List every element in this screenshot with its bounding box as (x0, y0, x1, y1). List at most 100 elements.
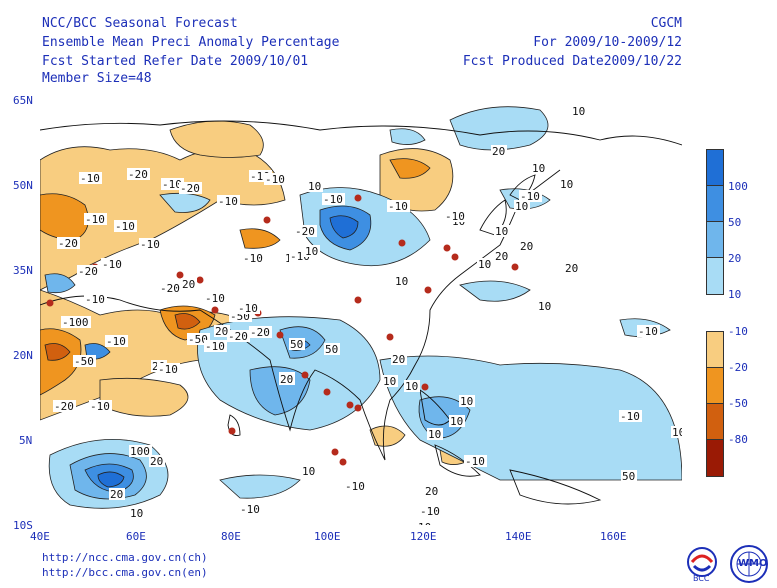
contour-label-bg (79, 172, 102, 184)
contour-label: 20 (565, 262, 578, 275)
map-panel: -10 -20 -10 -10 -20 -10 -10 -20 -10 -10 -20 20 -20 -1… (39, 100, 687, 534)
contour-label-bg (444, 210, 467, 222)
contour-label-bg (419, 505, 442, 517)
contour-label-bg (519, 190, 542, 202)
contour-label: -50 (74, 355, 94, 368)
contour-label: -10 (140, 238, 160, 251)
header-line-2: Ensemble Mean Preci Anomaly Percentage (42, 35, 340, 50)
contour-label-bg (531, 162, 547, 174)
legend-swatch-neg10 (706, 331, 724, 369)
contour-label-bg (464, 455, 487, 467)
contour-label-bg (279, 373, 295, 385)
legend-swatch-20 (706, 221, 724, 259)
lat-tick-20n: 20N (13, 349, 33, 362)
contour-label-bg (214, 325, 230, 337)
contour-label: -10 (388, 200, 408, 213)
contour-label: 10 (405, 380, 418, 393)
legend-label-20: 20 (728, 252, 742, 265)
contour-label: -10 (205, 340, 225, 353)
contour-label: 20 (182, 278, 195, 291)
contour-label: 20 (215, 325, 228, 338)
url-english[interactable]: http://bcc.cma.gov.cn(en) (42, 566, 208, 579)
legend-swatch-neg50 (706, 403, 724, 441)
contour-label-bg (459, 395, 475, 407)
legend-label-neg20: -20 (728, 361, 748, 374)
contour-label: -10 (323, 193, 343, 206)
contour-label: -10 (420, 505, 440, 518)
contour-label: 20 (150, 455, 163, 468)
contour-label: -10 (638, 325, 658, 338)
contour-label-bg (53, 400, 76, 412)
contour-label: -10 (162, 178, 182, 191)
contour-label: 10 (302, 465, 315, 478)
contour-label-bg (109, 488, 125, 500)
contour-label-bg (84, 213, 107, 225)
produced-date: Fcst Produced Date2009/10/22 (462, 54, 682, 69)
contour-label: -10 (238, 302, 258, 315)
contour-label-bg (301, 465, 317, 477)
contour-label: -20 (160, 282, 180, 295)
contour-label-bg (537, 300, 553, 312)
legend-label-neg80: -80 (728, 433, 748, 446)
contour-label-bg (101, 258, 124, 270)
lon-tick-120e: 120E (410, 530, 437, 543)
legend-label-100: 100 (728, 180, 748, 193)
legend-swatch-10 (706, 257, 724, 295)
contour-label-bg (57, 237, 80, 249)
map-svg: -10 -20-10-10-20-10-10-20 -10-10-2020-20-1… (39, 100, 687, 534)
contour-label: -20 (78, 265, 98, 278)
contour-label-bg (304, 245, 320, 257)
contour-label-bg (159, 282, 182, 294)
contour-label-bg (61, 316, 91, 328)
contour-label: -10 (620, 410, 640, 423)
contour-label: -10 (243, 252, 263, 265)
contour-label: 20 (425, 485, 438, 498)
contour-label: 10 (495, 225, 508, 238)
bcc-logo-text: BCC (693, 574, 710, 583)
contour-label: -50 (188, 333, 208, 346)
contour-label-bg (424, 485, 440, 497)
contour-label: -10 (85, 293, 105, 306)
contour-label-bg (127, 168, 150, 180)
bcc-logo: BCC (682, 544, 722, 584)
contour-label-bg (129, 507, 145, 519)
wmo-logo-text: WMO (738, 558, 768, 569)
city-markers (46, 194, 519, 466)
lon-tick-100e: 100E (314, 530, 341, 543)
contour-label-bg (204, 292, 227, 304)
contour-label: 20 (520, 240, 533, 253)
contour-label-bg (249, 326, 272, 338)
contour-label: 20 (392, 353, 405, 366)
contour-label-bg (237, 302, 260, 314)
contour-label-bg (307, 180, 323, 192)
contour-label-bg (289, 338, 305, 350)
contour-label-bg (571, 105, 587, 117)
contour-label-bg (161, 178, 184, 190)
contour-label-bg (181, 278, 197, 290)
lat-tick-65n: 65N (13, 94, 33, 107)
contour-label: -10 (158, 363, 178, 376)
contour-label: -100 (62, 316, 89, 329)
contour-label-bg (217, 195, 240, 207)
contour-label-bg (404, 380, 420, 392)
contour-label-bg (514, 200, 530, 212)
contour-label: -20 (250, 326, 270, 339)
contour-label: -10 (465, 455, 485, 468)
contour-label: -20 (180, 182, 200, 195)
contour-label: 20 (495, 250, 508, 263)
contour-label-bg (394, 275, 410, 287)
contour-label: 10 (560, 178, 573, 191)
contour-label: -10 (80, 172, 100, 185)
header-line-3: Fcst Started Refer Date 2009/10/01 (42, 54, 309, 69)
lat-tick-5n: 5N (19, 434, 33, 447)
contour-label-bg (77, 265, 100, 277)
lon-tick-140e: 140E (505, 530, 532, 543)
url-chinese[interactable]: http://ncc.cma.gov.cn(ch) (42, 551, 208, 564)
contour-label: -20 (54, 400, 74, 413)
contour-label: -10 (520, 190, 540, 203)
contour-label: -10 (115, 220, 135, 233)
contour-label-bg (637, 325, 660, 337)
legend-label-50: 50 (728, 216, 742, 229)
legend-swatch-100 (706, 149, 724, 187)
contour-label: -10 (85, 213, 105, 226)
